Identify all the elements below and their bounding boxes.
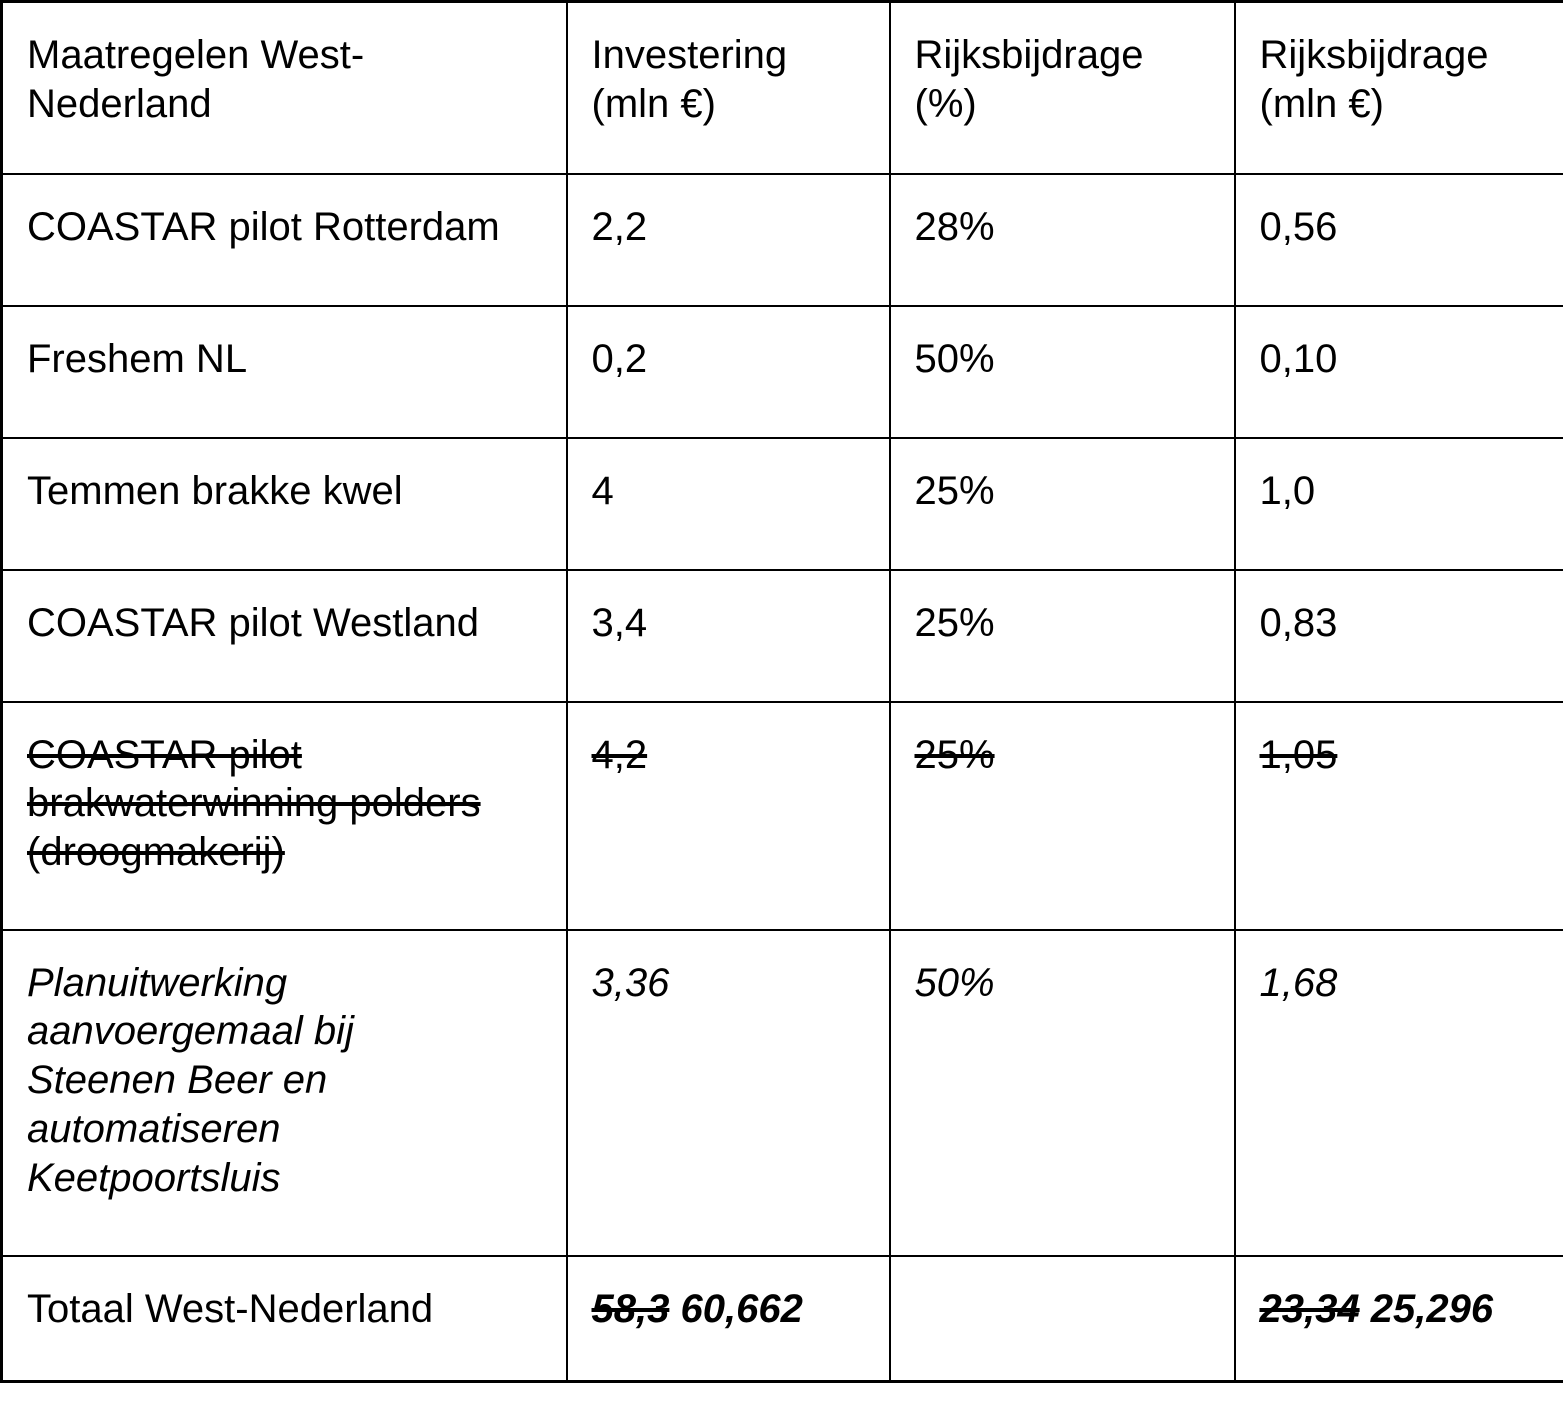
table-row-deleted: COASTAR pilot brakwaterwinning polders (… xyxy=(0,700,1563,931)
measures-table: Maatregelen West- Nederland Investering … xyxy=(0,0,1563,1383)
total-investering: 58,3 60,662 xyxy=(565,1254,891,1383)
total-label: Totaal West-Nederland xyxy=(0,1254,568,1383)
header-maatregelen: Maatregelen West- Nederland xyxy=(0,0,568,175)
cell-investering: 0,2 xyxy=(565,304,891,439)
table-row: COASTAR pilot Westland 3,4 25% 0,83 xyxy=(0,568,1563,703)
header-rijksbijdrage-mln: Rijksbijdrage (mln €) xyxy=(1233,0,1563,175)
total-row: Totaal West-Nederland 58,3 60,662 23,34 … xyxy=(0,1254,1563,1383)
cell-rijksbijdrage-mln: 0,83 xyxy=(1233,568,1563,703)
cell-rijksbijdrage-pct: 28% xyxy=(888,172,1236,307)
cell-rijksbijdrage-pct: 50% xyxy=(888,304,1236,439)
table-row: COASTAR pilot Rotterdam 2,2 28% 0,56 xyxy=(0,172,1563,307)
cell-rijksbijdrage-mln: 0,56 xyxy=(1233,172,1563,307)
cell-investering: 4 xyxy=(565,436,891,571)
header-investering: Investering (mln €) xyxy=(565,0,891,175)
total-investering-new: 60,662 xyxy=(680,1286,803,1331)
header-rijksbijdrage-pct: Rijksbijdrage (%) xyxy=(888,0,1236,175)
cell-maatregel: Planuitwerking aanvoergemaal bij Steenen… xyxy=(0,928,568,1257)
cell-maatregel: COASTAR pilot brakwaterwinning polders (… xyxy=(0,700,568,931)
table-row: Temmen brakke kwel 4 25% 1,0 xyxy=(0,436,1563,571)
cell-maatregel: Freshem NL xyxy=(0,304,568,439)
cell-rijksbijdrage-pct: 25% xyxy=(888,700,1236,931)
total-investering-old: 58,3 xyxy=(591,1286,670,1331)
cell-investering: 3,36 xyxy=(565,928,891,1257)
total-rijksbijdrage-mln: 23,34 25,296 xyxy=(1233,1254,1563,1383)
cell-maatregel: Temmen brakke kwel xyxy=(0,436,568,571)
table-row: Freshem NL 0,2 50% 0,10 xyxy=(0,304,1563,439)
cell-rijksbijdrage-mln: 0,10 xyxy=(1233,304,1563,439)
cell-maatregel: COASTAR pilot Rotterdam xyxy=(0,172,568,307)
total-rijksbijdrage-pct xyxy=(888,1254,1236,1383)
cell-rijksbijdrage-pct: 25% xyxy=(888,568,1236,703)
cell-rijksbijdrage-pct: 25% xyxy=(888,436,1236,571)
cell-rijksbijdrage-pct: 50% xyxy=(888,928,1236,1257)
cell-investering: 3,4 xyxy=(565,568,891,703)
cell-maatregel: COASTAR pilot Westland xyxy=(0,568,568,703)
header-row: Maatregelen West- Nederland Investering … xyxy=(0,0,1563,175)
cell-investering: 4,2 xyxy=(565,700,891,931)
cell-investering: 2,2 xyxy=(565,172,891,307)
cell-rijksbijdrage-mln: 1,0 xyxy=(1233,436,1563,571)
table-row-proposed: Planuitwerking aanvoergemaal bij Steenen… xyxy=(0,928,1563,1257)
total-rijksbijdrage-mln-new: 25,296 xyxy=(1370,1286,1494,1331)
cell-rijksbijdrage-mln: 1,05 xyxy=(1233,700,1563,931)
total-rijksbijdrage-mln-old: 23,34 xyxy=(1259,1286,1360,1331)
cell-rijksbijdrage-mln: 1,68 xyxy=(1233,928,1563,1257)
